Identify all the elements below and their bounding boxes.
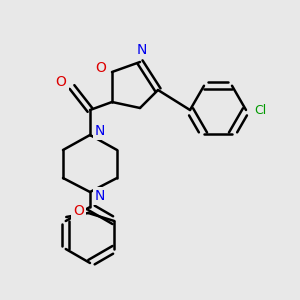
Text: N: N — [95, 189, 105, 203]
Text: O: O — [96, 61, 106, 75]
Text: N: N — [137, 43, 147, 57]
Text: N: N — [95, 124, 105, 138]
Text: Cl: Cl — [254, 103, 266, 116]
Text: O: O — [56, 75, 66, 89]
Text: O: O — [73, 204, 84, 218]
